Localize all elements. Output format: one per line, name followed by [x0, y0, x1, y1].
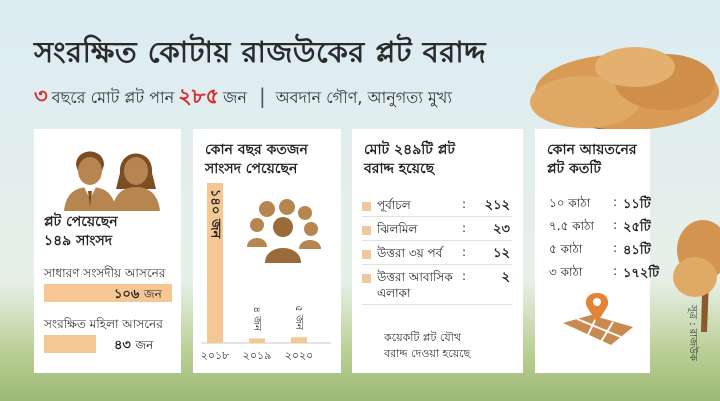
subtitle-text-b: জন	[223, 88, 247, 107]
x-tick-label: ২০১৮	[201, 349, 230, 362]
area-label: উত্তরা ৩য় পর্ব	[377, 246, 443, 260]
tree-icon	[530, 47, 720, 332]
size-colon: :	[613, 218, 618, 232]
size-value: ২৫টি	[623, 220, 651, 235]
area-value: ২১২	[484, 198, 510, 213]
general-seat-bar	[44, 284, 172, 302]
area-heading-2: বরাদ্দ হয়েছে	[364, 161, 435, 177]
general-seat-unit: জন	[143, 287, 162, 301]
area-colon: :	[462, 269, 467, 283]
size-label: ৫ কাঠা	[549, 242, 583, 256]
size-row: ১০ কাঠা : ১১টি	[549, 195, 651, 215]
size-label: ১০ কাঠা	[549, 196, 591, 210]
size-colon: :	[613, 264, 618, 278]
size-card: কোন আয়তনের প্লট কতটি ১০ কাঠা : ১১টি ৭.৫…	[535, 129, 659, 373]
general-seat-value: ১০৬ জন	[114, 285, 162, 306]
mp-summary-card: প্লট পেয়েছেন ১৪৯ সাংসদ সাধারণ সংসদীয় আ…	[34, 129, 181, 373]
size-colon: :	[613, 241, 618, 255]
area-swatch	[362, 250, 371, 259]
size-heading-1: কোন আয়তনের	[547, 142, 637, 158]
size-label: ৭.৫ কাঠা	[549, 219, 594, 233]
women-seat-value: ৪৩ জন	[114, 336, 153, 357]
chart-title: কোন বছর কতজন সাংসদ পেয়েছেন	[205, 142, 308, 177]
year-chart-card: কোন বছর কতজন সাংসদ পেয়েছেন ১৪০ জন ২০১৮ ৪ …	[193, 129, 341, 373]
map-pin-icon	[563, 293, 633, 346]
size-heading-2: প্লট কতটি	[547, 161, 601, 177]
area-card: মোট ২৪৯টি প্লট বরাদ্দ হয়েছে পূর্বাচল : …	[352, 129, 523, 373]
area-row: উত্তরা ৩য় পর্ব : ১২	[362, 243, 512, 265]
area-colon: :	[462, 221, 467, 235]
area-row: পূর্বাচল : ২১২	[362, 195, 512, 217]
area-colon: :	[462, 197, 467, 211]
area-value: ১২	[493, 246, 510, 261]
women-seat-bar	[44, 335, 96, 353]
size-row: ৫ কাঠা : ৪১টি	[549, 241, 651, 261]
area-label: ঝিলমিল	[377, 222, 418, 236]
area-heading-1: মোট ২৪৯টি প্লট	[364, 142, 455, 158]
area-row: উত্তরা আবাসিক এলাকা : ২	[362, 267, 512, 305]
women-seat-label: সংরক্ষিত মহিলা আসনের	[44, 317, 163, 331]
mp-heading-1: প্লট পেয়েছেন	[44, 214, 118, 230]
bar-1	[249, 338, 265, 343]
area-swatch	[362, 202, 371, 211]
bar-0	[207, 183, 223, 343]
subtitle-separator: |	[258, 84, 266, 108]
people-icon	[64, 151, 160, 211]
subtitle: ৩ বছরে মোট প্লট পান ২৮৫ জন | অবদান গৌণ, …	[34, 80, 452, 115]
bar-value-label: ১৪০ জন	[208, 189, 223, 239]
general-seat-number: ১০৬	[114, 287, 140, 302]
size-value: ১১টি	[623, 197, 651, 212]
subtitle-tagline: অবদান গৌণ, আনুগত্য মুখ্য	[275, 88, 453, 107]
size-row: ৭.৫ কাঠা : ২৫টি	[549, 218, 651, 238]
size-value: ১৭২টি	[623, 266, 660, 281]
x-tick-label: ২০১৯	[243, 349, 272, 362]
x-tick-label: ২০২০	[285, 349, 314, 362]
source-credit: সূত্র : রাজউক	[687, 305, 698, 361]
area-label: পূর্বাচল	[377, 198, 411, 212]
mp-heading-2: ১৪৯ সাংসদ	[44, 233, 113, 249]
bar-value-label: ৪ জন	[251, 306, 262, 332]
area-swatch	[362, 226, 371, 235]
area-value: ২৩	[493, 222, 510, 237]
area-label: উত্তরা আবাসিক	[377, 270, 453, 284]
area-label-line2: এলাকা	[377, 286, 411, 300]
women-seat-unit: জন	[135, 338, 154, 352]
total-count: ২৮৫	[178, 84, 220, 108]
area-swatch	[362, 274, 371, 283]
years-count: ৩	[34, 84, 48, 108]
subtitle-text-a: বছরে মোট প্লট পান	[51, 88, 175, 107]
joint-note-1: কয়েকটি প্লট যৌথ	[384, 331, 461, 344]
area-row: ঝিলমিল : ২৩	[362, 219, 512, 241]
group-icon	[247, 199, 321, 263]
area-colon: :	[462, 245, 467, 259]
size-value: ৪১টি	[623, 243, 651, 258]
joint-note-2: বরাদ্দ দেওয়া হয়েছে	[384, 347, 471, 360]
bar-2	[291, 337, 307, 343]
page-title: সংরক্ষিত কোটায় রাজউকের প্লট বরাদ্দ	[34, 35, 487, 69]
size-row: ৩ কাঠা : ১৭২টি	[549, 264, 659, 284]
bar-value-label: ৫ জন	[293, 305, 304, 331]
size-label: ৩ কাঠা	[549, 265, 583, 279]
general-seat-label: সাধারণ সংসদীয় আসনের	[44, 266, 166, 280]
area-value: ২	[501, 270, 510, 285]
year-bar-chart: ১৪০ জন ২০১৮ ৪ জন ২০১৯ ৫ জন ২০২০	[201, 183, 331, 362]
women-seat-number: ৪৩	[114, 338, 131, 353]
size-colon: :	[613, 195, 618, 209]
